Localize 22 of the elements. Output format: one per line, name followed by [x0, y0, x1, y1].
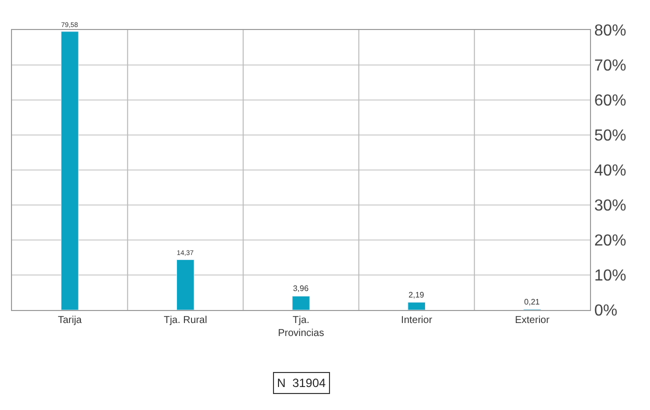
y-tick-label: 40%	[594, 162, 626, 180]
bar	[408, 302, 426, 310]
y-tick-label: 30%	[594, 198, 626, 215]
y-tick-label: 50%	[594, 128, 626, 145]
x-tick-label: Tja. Rural	[164, 315, 208, 326]
y-tick-label: 60%	[594, 92, 626, 110]
bar	[176, 259, 194, 310]
data-label: 2,19	[408, 290, 425, 300]
y-tick-label: 10%	[594, 268, 626, 285]
y-tick-label: 20%	[594, 232, 626, 250]
bar	[292, 296, 310, 310]
x-tick-label: Exterior	[514, 315, 550, 326]
y-tick-label: 70%	[594, 58, 626, 75]
bar	[60, 31, 79, 310]
y-tick-label: 80%	[594, 22, 626, 40]
data-label: 0,21	[524, 297, 540, 306]
text: N 31904	[277, 376, 326, 390]
y-tick-label: 0%	[594, 302, 618, 320]
x-tick-label: Interior	[401, 315, 433, 326]
x-tick-label: Tja. Provincias	[278, 315, 324, 339]
x-tick-label: Tarija	[58, 315, 82, 326]
data-label: 3,96	[292, 284, 310, 294]
